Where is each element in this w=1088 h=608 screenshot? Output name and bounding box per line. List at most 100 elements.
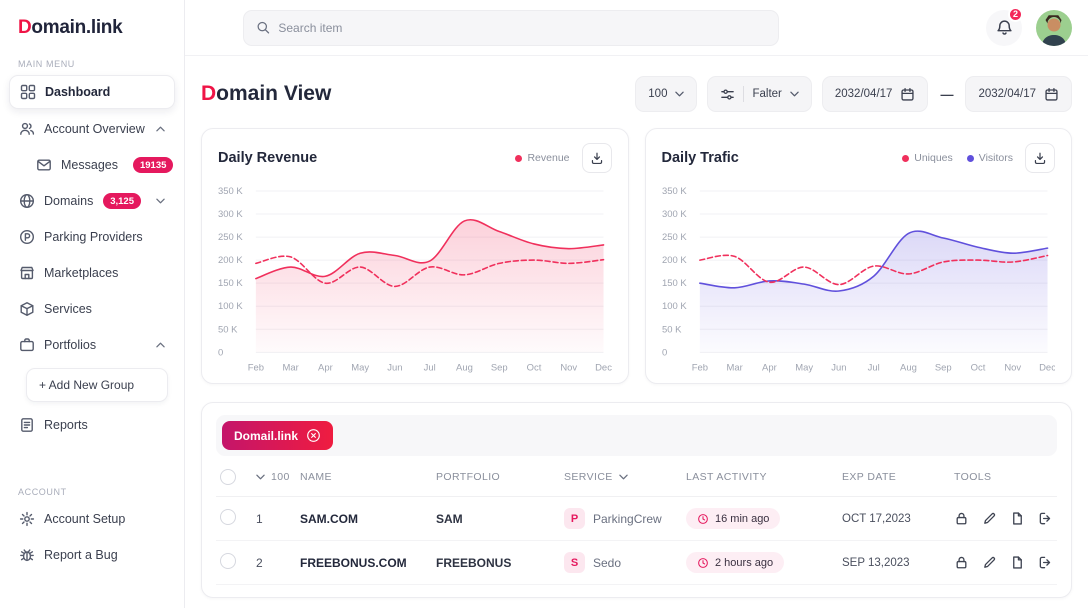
- users-icon: [20, 122, 35, 135]
- svg-text:350 K: 350 K: [218, 186, 243, 197]
- svg-text:Mar: Mar: [282, 362, 298, 373]
- export-button[interactable]: [1038, 511, 1053, 526]
- chevron-down-icon: [675, 91, 685, 97]
- document-button[interactable]: [1010, 555, 1025, 570]
- svg-text:Apr: Apr: [318, 362, 333, 373]
- sidebar-item-label: Account Overview: [44, 122, 145, 136]
- search-bar[interactable]: [243, 9, 779, 46]
- service-name: Sedo: [593, 555, 622, 570]
- sidebar: Domain.link MAIN MENU Dashboard Account …: [0, 0, 185, 608]
- service-header[interactable]: SERVICE: [564, 471, 686, 483]
- date-to-picker[interactable]: 2032/04/17: [965, 76, 1072, 112]
- user-avatar[interactable]: [1036, 9, 1072, 46]
- chevron-down-icon: [618, 474, 628, 480]
- daily-revenue-chart: 0 50 K 100 K 150 K 200 K 250 K 300 K 350 K Feb Ma…: [218, 186, 612, 373]
- filter-dropdown[interactable]: Falter: [707, 76, 812, 112]
- svg-text:250 K: 250 K: [662, 232, 687, 243]
- svg-text:0: 0: [218, 347, 223, 358]
- chevron-up-icon: [156, 126, 165, 132]
- sidebar-item-domains[interactable]: Domains 3,125: [9, 185, 175, 217]
- download-chart-button[interactable]: [1025, 143, 1055, 173]
- sidebar-item-account-overview[interactable]: Account Overview: [9, 113, 175, 145]
- lock-icon: [956, 512, 967, 525]
- select-all-checkbox[interactable]: [220, 469, 236, 485]
- sidebar-item-label: Account Setup: [44, 512, 126, 526]
- svg-text:Dec: Dec: [1039, 362, 1055, 373]
- filter-tag[interactable]: Domail.link: [222, 421, 334, 450]
- svg-text:100 K: 100 K: [662, 301, 687, 312]
- svg-text:100 K: 100 K: [218, 301, 243, 312]
- sidebar-item-services[interactable]: Services: [9, 293, 175, 325]
- filter-label: Falter: [752, 88, 782, 100]
- daily-revenue-card: Daily Revenue Revenue 0 50 K 100 K 150 K 200…: [201, 128, 629, 384]
- svg-text:Jul: Jul: [424, 362, 436, 373]
- table-header-row: 100 NAME PORTFOLIO SERVICE LAST ACTIVITY…: [216, 456, 1057, 497]
- portfolio-name: FREEBONUS: [436, 555, 512, 570]
- sidebar-item-reports[interactable]: Reports: [9, 409, 175, 441]
- download-icon: [1034, 152, 1046, 165]
- count-header[interactable]: 100: [256, 471, 300, 483]
- edit-button[interactable]: [982, 511, 997, 526]
- parking-icon: [19, 229, 35, 245]
- lock-icon: [956, 556, 967, 569]
- svg-text:150 K: 150 K: [662, 278, 687, 289]
- legend-dot: [902, 154, 910, 162]
- charts-row: Daily Revenue Revenue 0 50 K 100 K 150 K 200…: [201, 128, 1072, 384]
- sidebar-item-portfolios[interactable]: Portfolios: [9, 329, 175, 361]
- sidebar-item-parking-providers[interactable]: Parking Providers: [9, 221, 175, 253]
- calendar-icon: [1045, 87, 1058, 101]
- sidebar-item-report-a-bug[interactable]: Report a Bug: [9, 539, 175, 571]
- add-new-group-button[interactable]: + Add New Group: [26, 368, 168, 402]
- notifications-button[interactable]: 2: [986, 6, 1023, 46]
- svg-text:350 K: 350 K: [662, 186, 687, 197]
- domain-name: FREEBONUS.COM: [300, 555, 407, 570]
- divider: [743, 86, 745, 102]
- service-header-label: SERVICE: [564, 471, 613, 483]
- export-icon: [1039, 512, 1051, 525]
- row-number: 1: [256, 511, 263, 526]
- sidebar-item-account-setup[interactable]: Account Setup: [9, 503, 175, 535]
- svg-text:Nov: Nov: [1004, 362, 1021, 373]
- sidebar-item-marketplaces[interactable]: Marketplaces: [9, 257, 175, 289]
- chevron-down-icon: [790, 91, 799, 97]
- svg-text:300 K: 300 K: [218, 209, 243, 220]
- chevron-down-icon: [256, 474, 265, 480]
- download-icon: [591, 152, 602, 165]
- portfolio-name: SAM: [436, 511, 463, 526]
- sidebar-item-dashboard[interactable]: Dashboard: [9, 75, 175, 109]
- last-activity-badge: 16 min ago: [686, 508, 781, 529]
- search-input[interactable]: [278, 20, 766, 35]
- svg-text:Sep: Sep: [491, 362, 508, 373]
- lock-button[interactable]: [954, 555, 969, 570]
- notification-count-badge: 2: [1008, 6, 1023, 22]
- svg-text:Jun: Jun: [831, 362, 846, 373]
- name-header[interactable]: NAME: [300, 471, 332, 483]
- lock-button[interactable]: [954, 511, 969, 526]
- row-checkbox[interactable]: [220, 553, 236, 569]
- sidebar-item-messages[interactable]: Messages 19135: [26, 149, 175, 181]
- date-from-picker[interactable]: 2032/04/17: [821, 76, 929, 112]
- page-size-select[interactable]: 100: [635, 76, 698, 112]
- last-activity-cell: 2 hours ago: [686, 552, 842, 573]
- exp-date-header[interactable]: EXP DATE: [842, 471, 897, 483]
- export-button[interactable]: [1038, 555, 1053, 570]
- last-activity-header[interactable]: LAST ACTIVITY: [686, 471, 767, 483]
- svg-text:250 K: 250 K: [218, 232, 243, 243]
- row-checkbox[interactable]: [220, 509, 236, 525]
- svg-text:Aug: Aug: [900, 362, 917, 373]
- download-chart-button[interactable]: [581, 143, 612, 173]
- document-button[interactable]: [1010, 511, 1025, 526]
- portfolio-header[interactable]: PORTFOLIO: [436, 471, 501, 483]
- messages-count-badge: 19135: [132, 157, 174, 173]
- page-header: Domain View 100 Falter 2032/04/17 —: [201, 76, 1072, 112]
- svg-text:Apr: Apr: [762, 362, 777, 373]
- sidebar-item-label: Parking Providers: [44, 230, 143, 244]
- cube-icon: [20, 302, 34, 316]
- edit-button[interactable]: [982, 555, 997, 570]
- svg-text:Mar: Mar: [726, 362, 742, 373]
- remove-tag-icon[interactable]: [306, 428, 321, 443]
- sidebar-item-label: Marketplaces: [44, 266, 119, 280]
- svg-text:50 K: 50 K: [218, 324, 238, 335]
- page-controls: 100 Falter 2032/04/17 — 2032/04/17: [635, 76, 1072, 112]
- svg-text:Oct: Oct: [527, 362, 542, 373]
